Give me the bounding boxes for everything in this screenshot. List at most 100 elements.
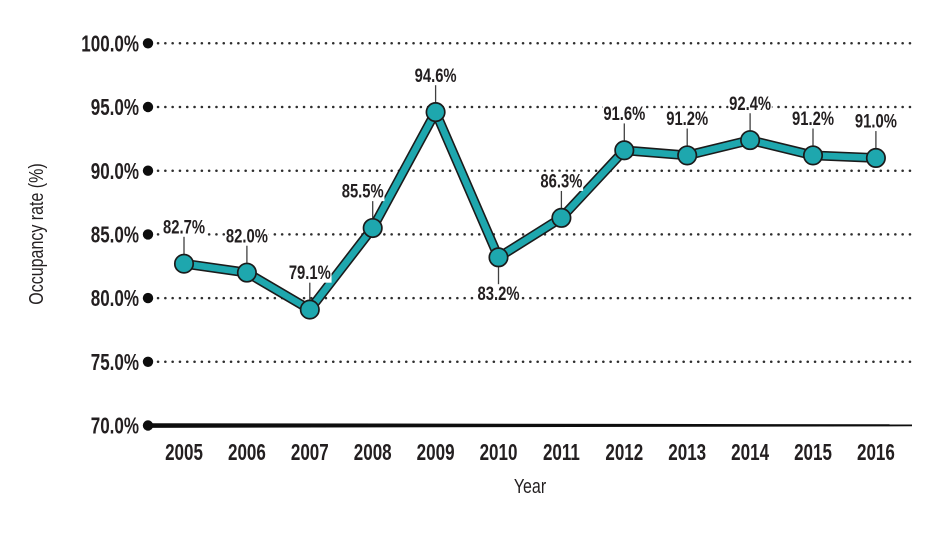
x-tick-group: 2013: [668, 441, 706, 466]
x-tick-label: 2009: [417, 441, 455, 466]
y-tick-label: 100.0%: [81, 32, 139, 57]
x-tick-group: 2011: [543, 441, 580, 466]
data-point-label-group: 83.2%: [476, 283, 521, 304]
data-point-label: 82.7%: [163, 217, 205, 238]
data-point-label-background: [162, 217, 206, 237]
y-tick-group: 100.0%: [81, 32, 139, 57]
gridline-start-dot: [142, 229, 154, 240]
data-point-label-background: [665, 109, 709, 129]
data-point-label: 79.1%: [289, 262, 331, 283]
data-point-label-group: 91.2%: [665, 108, 709, 130]
gridlines-layer: [142, 38, 914, 431]
y-tick-group: 90.0%: [91, 159, 139, 184]
x-tick-group: 2009: [417, 441, 455, 466]
y-axis-title: Occupancy rate (%): [25, 163, 47, 304]
y-tick-label: 70.0%: [91, 414, 139, 439]
data-point-marker: [236, 262, 257, 283]
x-tick-label: 2014: [731, 441, 769, 466]
y-tick-group: 85.0%: [91, 223, 139, 248]
gridline-start-dot: [142, 356, 154, 367]
data-point-label-background: [602, 104, 647, 124]
data-point-label-background: [539, 171, 584, 191]
data-point-label-group: 85.5%: [340, 181, 385, 202]
data-point-label-background: [728, 94, 772, 114]
gridline-start-dot: [142, 101, 154, 113]
x-tick-label: 2007: [291, 441, 329, 466]
data-point-label-background: [225, 226, 269, 246]
data-point-label-group: 82.7%: [162, 217, 206, 238]
y-tick-label: 75.0%: [91, 351, 139, 376]
x-tick-label: 2006: [228, 441, 266, 466]
gridline-start-dot: [142, 292, 154, 304]
data-point-label: 91.2%: [666, 108, 708, 129]
data-point-label: 91.0%: [855, 111, 897, 132]
data-point-marker: [677, 145, 698, 166]
y-tick-group: 75.0%: [91, 351, 139, 376]
data-point-label-background: [413, 66, 458, 86]
y-tick-group: 80.0%: [91, 287, 139, 312]
data-point-marker: [740, 130, 761, 151]
series-line: [180, 108, 880, 313]
x-tick-label: 2015: [794, 441, 832, 466]
line-series-layer: [179, 107, 881, 315]
y-tick-label: 95.0%: [91, 96, 139, 121]
leader-lines-layer: [183, 84, 877, 310]
series-line-outline: [179, 107, 881, 315]
data-point-marker: [173, 253, 195, 274]
data-point-label: 83.2%: [478, 283, 520, 304]
x-tick-label: 2012: [605, 441, 643, 466]
data-point-label-background: [476, 284, 521, 304]
data-point-label: 92.4%: [729, 93, 771, 114]
data-point-marker: [299, 299, 320, 320]
x-tick-group: 2007: [291, 441, 329, 466]
y-tick-label: 90.0%: [91, 159, 139, 184]
x-tick-label: 2016: [857, 441, 895, 466]
data-point-labels-layer: 82.7% 82.0% 79.1% 85.5% 94.6% 83.2% 86.3% 91.6%…: [162, 65, 898, 304]
data-point-label: 82.0%: [226, 226, 268, 247]
data-point-marker: [362, 217, 383, 239]
x-tick-label: 2011: [543, 441, 580, 466]
x-tick-group: 2006: [228, 441, 266, 466]
tick-labels-layer: 100.0% 95.0% 90.0% 85.0% 80.0% 75.0% 70.0% 2005…: [81, 32, 895, 466]
axis-layer: [148, 423, 912, 428]
data-point-label-background: [854, 111, 898, 132]
data-point-label: 91.2%: [792, 108, 834, 129]
data-point-label: 94.6%: [415, 65, 457, 86]
x-tick-group: 2015: [794, 441, 832, 466]
data-point-marker: [865, 147, 886, 169]
y-tick-label: 85.0%: [91, 223, 139, 248]
x-axis-title: Year: [514, 475, 546, 497]
gridline-start-dot: [142, 38, 154, 49]
x-tick-label: 2013: [668, 441, 706, 466]
x-tick-group: 2010: [480, 441, 518, 466]
x-tick-label: 2005: [165, 441, 203, 466]
y-tick-label: 80.0%: [91, 287, 139, 312]
data-point-label-group: 94.6%: [413, 65, 458, 86]
data-point-marker: [488, 247, 509, 268]
data-point-label-background: [288, 263, 332, 283]
data-point-marker: [425, 102, 446, 123]
data-point-label-group: 82.0%: [225, 226, 269, 247]
data-point-label-group: 91.6%: [602, 103, 647, 124]
x-tick-group: 2016: [857, 441, 895, 466]
data-point-marker: [551, 207, 572, 228]
data-point-label: 91.6%: [603, 103, 645, 124]
x-tick-label: 2008: [354, 441, 392, 466]
y-tick-group: 95.0%: [91, 96, 139, 121]
x-tick-group: 2014: [731, 441, 769, 466]
data-point-label: 85.5%: [342, 181, 384, 202]
data-point-label-group: 92.4%: [728, 93, 772, 114]
x-axis-baseline: [148, 423, 912, 428]
x-tick-group: 2008: [354, 441, 392, 466]
y-tick-group: 70.0%: [91, 414, 139, 439]
data-point-label-group: 79.1%: [288, 262, 332, 284]
data-point-label-group: 91.0%: [854, 111, 898, 132]
data-point-label-group: 86.3%: [539, 171, 584, 192]
data-point-marker: [802, 145, 824, 166]
x-tick-group: 2005: [165, 441, 203, 466]
data-point-label-group: 91.2%: [791, 108, 835, 130]
data-point-marker: [614, 140, 635, 161]
data-point-label: 86.3%: [540, 171, 582, 192]
